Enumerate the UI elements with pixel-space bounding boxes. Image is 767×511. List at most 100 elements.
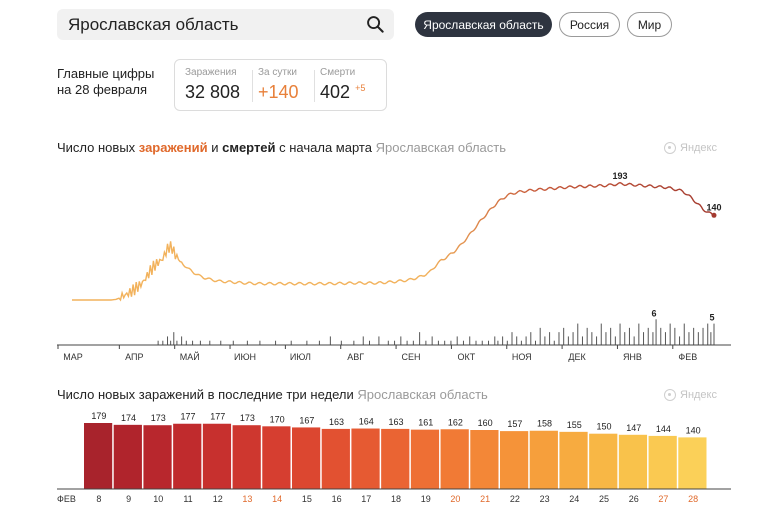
day-bar [202,423,232,489]
day-value-label: 144 [656,424,671,434]
search-input[interactable]: Ярославская область [57,9,394,40]
day-bar [292,427,321,489]
day-label: 24 [569,494,579,504]
month-label: ИЮЛ [290,352,311,362]
day-bar [351,428,380,489]
day-bar [143,425,172,489]
day-bar [678,437,707,489]
day-label: 26 [629,494,639,504]
month-label: АВГ [347,352,364,362]
day-value-label: 155 [567,420,582,430]
day-bar [648,435,677,489]
day-bar [500,431,529,489]
day-value-label: 173 [240,413,255,423]
day-value-label: 140 [686,425,701,435]
day-value-label: 164 [359,417,374,427]
month-label: МАР [63,352,83,362]
stat-divider [252,70,253,102]
search-value: Ярославская область [68,15,239,34]
yandex-watermark: Яндекс [664,142,717,154]
day-label: 21 [480,494,490,504]
day-label: 15 [302,494,312,504]
month-label: ДЕК [568,352,586,362]
search-icon[interactable] [366,15,385,34]
region-button-world[interactable]: Мир [627,12,672,37]
day-value-label: 177 [210,412,225,422]
day-bar [410,429,440,489]
day-value-label: 163 [329,417,344,427]
day-label: 11 [183,494,192,504]
day-label: 28 [688,494,698,504]
day-bar [589,433,618,489]
infections-data-label: 140 [706,202,721,212]
day-value-label: 163 [388,417,403,427]
day-label: 16 [332,494,342,504]
day-label: 13 [242,494,252,504]
chart1-title: Число новых заражений и смертей с начала… [57,140,507,155]
day-label: 25 [599,494,609,504]
day-value-label: 147 [626,423,641,433]
infections-data-label: 193 [613,171,628,181]
day-bar [559,431,588,489]
day-label: 18 [391,494,401,504]
bar-chart: 179 8 174 9 173 10 177 11 177 12 173 13 170 14 167 15 16… [57,411,731,504]
infections-line [72,181,715,302]
day-bar [262,426,291,489]
day-value-label: 167 [299,415,314,425]
day-bar [173,423,202,489]
yandex-logo-icon [664,142,676,154]
main-figures-label: Главные цифры на 28 февраля [57,66,155,97]
day-bar [381,428,410,489]
deaths-data-label: 5 [709,313,714,323]
yandex-watermark: Яндекс [664,389,717,401]
month-label: ЯНВ [623,352,642,362]
day-value-label: 158 [537,419,552,429]
line-chart: МАР АПР МАЙ ИЮН ИЮЛ АВГ СЕН ОКТ НОЯ ДЕК ЯНВ ФЕВ 193 1… [57,171,731,362]
day-label: 8 [96,494,101,504]
stats-card: Заражения 32 808 За сутки +140 Смерти 40… [174,59,387,111]
day-bar [470,430,499,489]
month-label: ОКТ [458,352,476,362]
stat-divider [314,70,315,102]
month-prefix-label: ФЕВ [57,494,76,504]
day-value-label: 160 [478,418,493,428]
day-value-label: 161 [418,418,433,428]
day-label: 22 [510,494,520,504]
day-label: 23 [540,494,550,504]
day-value-label: 179 [91,411,106,421]
month-label: ФЕВ [678,352,697,362]
deaths-delta: +5 [355,83,366,93]
day-label: 17 [361,494,371,504]
region-button-russia[interactable]: Россия [559,12,620,37]
stat-deaths: Смерти 402 +5 [320,67,366,102]
yandex-logo-icon [664,389,676,401]
day-value-label: 174 [121,413,136,423]
day-bar [321,428,350,489]
stat-daily: За сутки +140 [258,67,299,102]
day-value-label: 162 [448,417,463,427]
day-label: 20 [450,494,460,504]
chart2-title: Число новых заражений в последние три не… [57,387,488,402]
month-label: ИЮН [234,352,256,362]
day-label: 12 [213,494,223,504]
day-value-label: 177 [180,412,195,422]
day-value-label: 157 [507,419,522,429]
infections-end-dot [711,212,717,218]
stat-infected: Заражения 32 808 [185,67,241,102]
month-label: СЕН [402,352,421,362]
deaths-data-label: 6 [652,308,657,318]
day-label: 27 [658,494,668,504]
month-label: АПР [125,352,143,362]
region-button-yaroslavl[interactable]: Ярославская область [415,12,552,37]
day-bar [84,423,113,489]
day-bar [529,430,558,489]
day-value-label: 150 [596,422,611,432]
day-bar [440,429,469,489]
month-label: МАЙ [180,351,200,362]
day-label: 14 [272,494,282,504]
day-value-label: 170 [270,414,285,424]
month-label: НОЯ [512,352,532,362]
day-bar [618,434,648,489]
day-bar [113,424,142,489]
day-bar [232,425,261,489]
